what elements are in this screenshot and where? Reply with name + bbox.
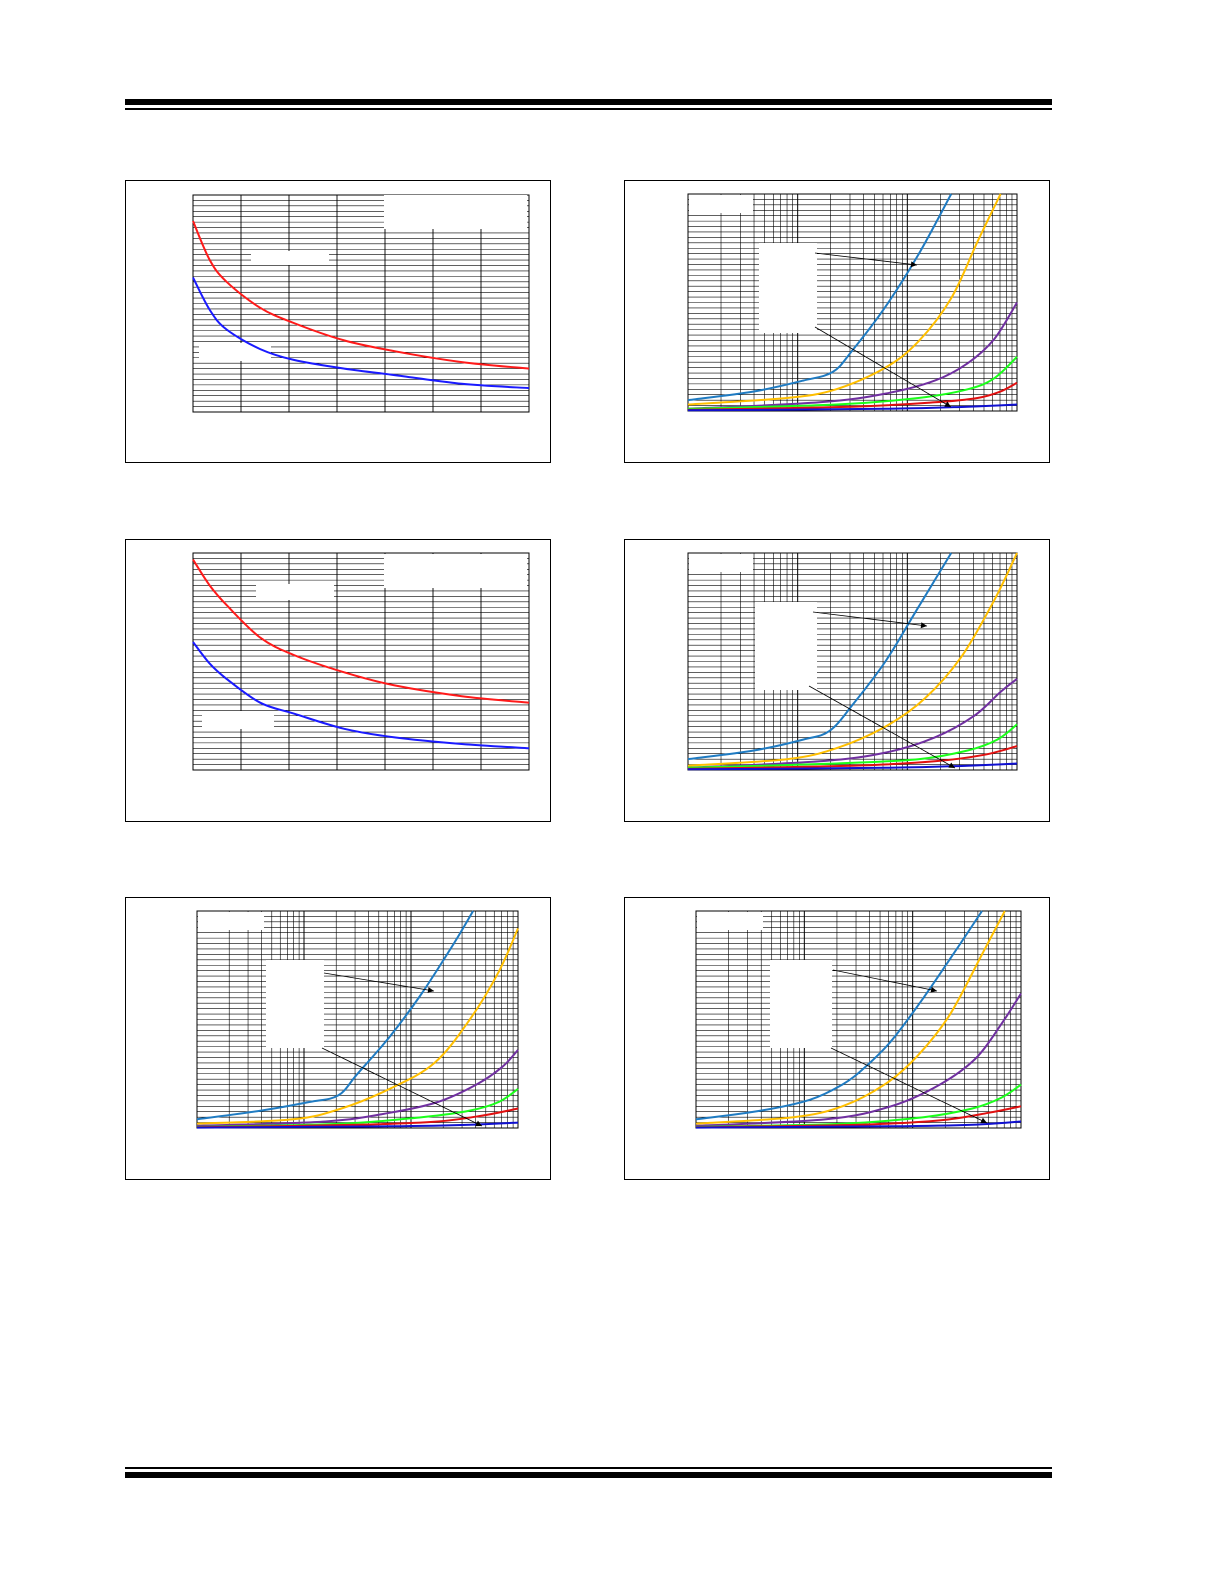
series-line-steel [687,193,953,402]
annotation-box [202,711,274,729]
series-line-darkred [687,745,1018,770]
arrow-head [920,622,927,629]
series-line-darkred [687,381,1018,411]
arrow-head [980,1117,987,1124]
series-line-purple [695,992,1022,1127]
series-line-navy [687,762,1018,771]
grid [688,194,1017,411]
series-line-purple [196,1049,519,1127]
grid [193,195,529,412]
series-line-navy [687,403,1018,412]
chart-panel-middle-right [624,539,1050,822]
series-line-green [687,356,1018,410]
series-line-purple [687,301,1018,410]
series-line-steel [196,910,474,1121]
annotation-box [689,195,753,213]
annotation-box [697,912,763,930]
series-line-purple [687,678,1018,769]
annotation-box [755,602,817,690]
chart-panel-top-left [125,180,551,463]
plot-frame [687,193,1018,412]
annotation-box [251,251,329,265]
series-line-green [687,723,1018,769]
annotation-box [770,960,832,1048]
annotation-arrow [814,326,952,408]
arrow-head [475,1120,482,1127]
series-line-red [192,220,530,370]
arrow-head [944,401,951,407]
arrow-head [948,762,955,768]
annotation-arrow [321,1047,483,1127]
series-line-navy [695,1120,1022,1129]
plot-frame [196,910,519,1129]
annotation-box [199,343,271,361]
annotation-arrow [832,969,938,992]
chart-panel-bottom-right [624,897,1050,1180]
plot-frame [687,552,1018,771]
annotation-box [266,960,324,1048]
series-line-steel [687,552,953,761]
chart-svg [192,194,530,413]
series-line-steel [695,910,983,1121]
header-rule-thick [125,99,1052,105]
chart-svg [196,910,519,1129]
annotation-arrow [812,611,928,627]
chart-svg [192,552,530,771]
annotation-box [198,912,264,930]
grid [696,911,1021,1128]
annotation-box [689,554,753,572]
annotation-box [384,554,527,588]
annotation-box [256,584,334,600]
chart-svg [695,910,1022,1129]
footer-rule-thick [125,1472,1052,1478]
arrow-head [910,261,917,268]
series-line-blue [192,641,530,750]
grid [688,553,1017,770]
plot-frame [695,910,1022,1129]
annotation-arrow [323,972,435,992]
annotation-arrow [814,252,918,266]
plot-frame [192,194,530,413]
series-line-red [192,558,530,704]
series-line-blue [192,277,530,390]
series-line-orange [196,927,519,1125]
chart-svg [687,193,1018,412]
annotation-box [759,243,817,333]
chart-panel-top-right [624,180,1050,463]
chart-panel-middle-left [125,539,551,822]
annotation-arrow [808,685,956,769]
arrow-head [930,986,937,993]
series-line-orange [695,910,1006,1125]
plot-frame [192,552,530,771]
arrow-head [427,987,434,993]
series-line-orange [687,552,1018,767]
series-line-navy [196,1121,519,1129]
footer-rule-thin [125,1467,1052,1469]
annotation-arrow [830,1047,988,1124]
header-rule-thin [125,108,1052,110]
series-line-orange [687,193,1002,406]
annotation-box [384,195,527,229]
chart-svg [687,552,1018,771]
chart-panel-bottom-left [125,897,551,1180]
grid [193,553,529,770]
